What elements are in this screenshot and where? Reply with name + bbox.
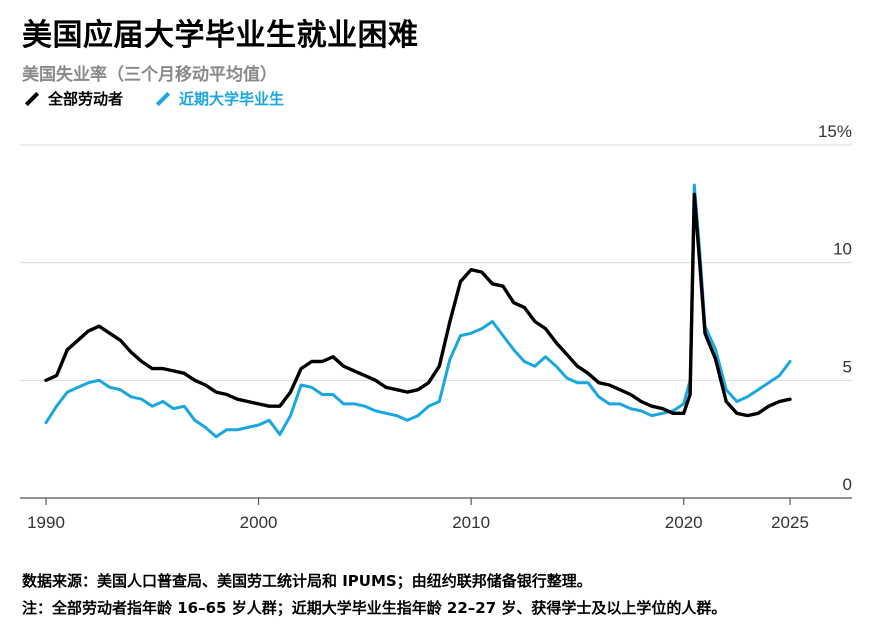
definition-note: 注：全部劳动者指年龄 16–65 岁人群；近期大学毕业生指年龄 22–27 岁、… (22, 599, 727, 617)
legend: 全部劳动者 近期大学毕业生 (22, 88, 314, 109)
legend-label-all-workers: 全部劳动者 (48, 90, 124, 108)
y-tick-label: 0 (843, 475, 852, 494)
y-tick-label: 15% (818, 122, 852, 141)
chart-title: 美国应届大学毕业生就业困难 (22, 18, 419, 53)
series-line-all-workers (44, 192, 792, 418)
x-tick-label: 2020 (665, 513, 703, 532)
y-tick-label: 5 (843, 357, 852, 376)
chart-subtitle: 美国失业率（三个月移动平均值） (22, 65, 277, 85)
source-note: 数据来源：美国人口普查局、美国劳工统计局和 IPUMS；由纽约联邦储备银行整理。 (22, 572, 592, 590)
series-line-recent-grads (44, 183, 792, 439)
line-chart: 0 5 10 15% 1990 2000 2010 2020 2025 (20, 122, 852, 532)
y-tick-label: 10 (833, 240, 852, 259)
x-tick-label: 1990 (27, 513, 65, 532)
x-tick-label: 2010 (452, 513, 490, 532)
legend-swatch-recent-grads (155, 91, 171, 106)
x-tick-label: 2000 (240, 513, 278, 532)
legend-item-recent-grads: 近期大学毕业生 (153, 88, 284, 109)
legend-label-recent-grads: 近期大学毕业生 (179, 90, 285, 108)
legend-swatch-all-workers (24, 91, 40, 106)
x-tick-label: 2025 (771, 513, 809, 532)
legend-item-all-workers: 全部劳动者 (22, 88, 123, 109)
